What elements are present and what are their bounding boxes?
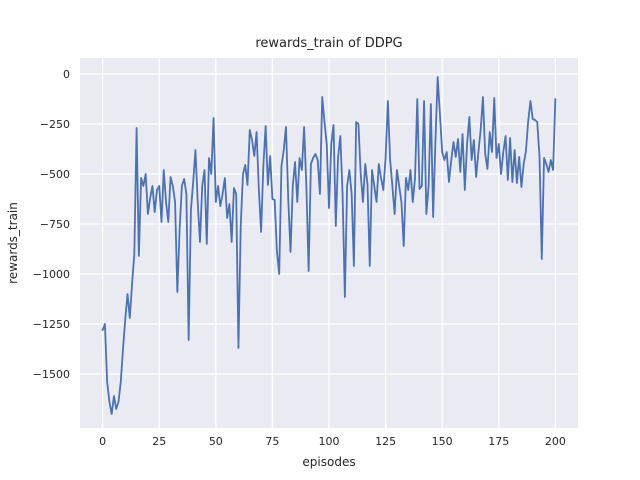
y-tick-labels: 0 −250 −500 −750 −1000 −1250 −1500: [33, 68, 70, 381]
y-tick-label: −1500: [33, 368, 70, 381]
y-tick-label: −750: [40, 218, 70, 231]
x-tick-label: 50: [209, 435, 223, 448]
y-tick-label: −1000: [33, 268, 70, 281]
x-tick-label: 150: [432, 435, 453, 448]
y-tick-label: −1250: [33, 318, 70, 331]
x-tick-label: 125: [375, 435, 396, 448]
x-tick-label: 100: [319, 435, 340, 448]
y-tick-label: 0: [63, 68, 70, 81]
y-axis-label: rewards_train: [6, 202, 20, 284]
x-axis-label: episodes: [302, 455, 355, 469]
x-tick-label: 200: [545, 435, 566, 448]
y-tick-label: −250: [40, 118, 70, 131]
x-tick-label: 175: [488, 435, 509, 448]
chart-title: rewards_train of DDPG: [255, 36, 402, 51]
series-line-rewards-train: [101, 76, 557, 415]
x-tick-label: 0: [99, 435, 106, 448]
x-tick-label: 25: [152, 435, 166, 448]
x-tick-label: 75: [265, 435, 279, 448]
y-tick-label: −500: [40, 168, 70, 181]
x-tick-labels: 0 25 50 75 100 125 150 175 200: [99, 435, 566, 448]
